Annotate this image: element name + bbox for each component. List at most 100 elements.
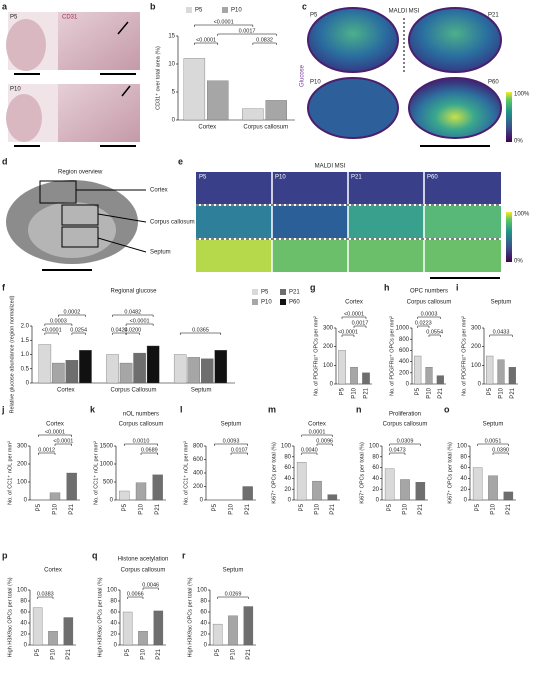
significance-bracket <box>417 316 441 319</box>
y-tick-label: 400 <box>193 471 204 477</box>
colorbar <box>506 92 512 142</box>
significance-bracket <box>252 42 277 45</box>
y-tick-label: 1500 <box>100 444 114 450</box>
y-tick-label: 40 <box>284 476 291 482</box>
method-label: MALDI MSI <box>315 164 346 170</box>
significance-bracket <box>37 596 54 599</box>
x-tick-label: P5 <box>487 387 493 395</box>
y-tick-label: 20 <box>372 487 379 493</box>
significance-bracket <box>217 596 249 599</box>
p-value: 0.0003 <box>50 318 67 324</box>
divider <box>271 172 425 272</box>
x-tick-label: P10 <box>427 387 433 398</box>
age-label: P10 <box>10 87 21 93</box>
significance-bracket <box>341 334 355 337</box>
panel-letter: e <box>178 156 183 166</box>
y-tick-label: 2.0 <box>21 324 30 330</box>
micrograph <box>6 94 42 142</box>
x-tick-label: P21 <box>69 503 75 514</box>
legend-label: P10 <box>261 300 272 306</box>
micrograph <box>58 12 140 70</box>
significance-bracket <box>217 33 277 36</box>
bar <box>242 486 253 501</box>
y-tick-label: 200 <box>471 344 482 350</box>
significance-bracket <box>492 452 509 455</box>
p-value: <0.0001 <box>130 318 150 324</box>
p-value: <0.0001 <box>42 327 62 333</box>
colorbar-max: 100% <box>514 92 530 98</box>
significance-bracket <box>38 434 72 437</box>
y-axis-label: Ki67⁺ OPCs per total (%) <box>446 442 453 504</box>
significance-bracket <box>44 332 59 335</box>
significance-bracket <box>301 434 333 437</box>
x-tick-label: P5 <box>36 503 42 511</box>
y-tick-label: 100 <box>107 588 118 594</box>
bar <box>38 344 52 384</box>
y-tick-label: 40 <box>460 476 467 482</box>
significance-bracket <box>489 334 513 337</box>
p-value: 0.0093 <box>223 438 240 444</box>
p-value: 0.0689 <box>141 447 158 453</box>
x-tick-label: P21 <box>506 503 512 514</box>
bar <box>312 480 322 501</box>
y-tick-label: 60 <box>460 465 467 471</box>
y-axis-label: No. of PDGFRα⁺ OPCs per mm² <box>460 316 467 396</box>
y-tick-label: 60 <box>284 465 291 471</box>
region-box <box>61 226 99 248</box>
y-tick-label: 80 <box>20 599 27 605</box>
y-tick-label: 100 <box>323 363 334 369</box>
y-tick-label: 0 <box>114 643 118 649</box>
y-tick-label: 600 <box>193 457 204 463</box>
significance-bracket <box>389 443 421 446</box>
significance-bracket <box>389 452 406 455</box>
panel-letter: a <box>2 1 8 11</box>
significance-bracket <box>341 316 367 319</box>
p-value: 0.0424 <box>111 327 128 333</box>
significance-bracket <box>140 452 158 455</box>
p-value: 0.0001 <box>309 429 326 435</box>
y-tick-label: 40 <box>20 621 27 627</box>
chart-title: Septum <box>221 422 242 428</box>
y-tick-label: 100 <box>197 588 208 594</box>
bar <box>49 492 61 501</box>
x-tick-label: Cortex <box>198 125 216 131</box>
y-axis-label: Ki67⁺ OPCs per total (%) <box>270 442 277 504</box>
panel-e: e MALDI MSI P5 P10 P21 P60 100% 0% <box>178 156 530 279</box>
y-tick-label: 20 <box>110 632 117 638</box>
bar <box>187 357 200 384</box>
x-tick-label: P5 <box>340 387 346 395</box>
significance-bracket <box>179 332 222 335</box>
p-value: 0.0223 <box>415 320 432 326</box>
legend-label: P10 <box>231 8 242 14</box>
bar <box>135 482 147 501</box>
region-label: Septum <box>150 250 171 256</box>
p-value: 0.0269 <box>225 591 242 597</box>
p-value: 0.0254 <box>70 327 87 333</box>
brain-section <box>28 202 116 258</box>
y-tick-label: 500 <box>103 480 114 486</box>
chart-title: Cortex <box>46 422 64 428</box>
significance-bracket <box>125 323 154 326</box>
y-tick-label: 100 <box>369 444 380 450</box>
legend-swatch <box>252 289 258 295</box>
panel-letter: g <box>310 282 316 292</box>
age-label: P60 <box>488 80 499 86</box>
age-label: P10 <box>275 175 286 181</box>
y-tick-label: 1.0 <box>21 352 30 358</box>
micrograph <box>58 84 140 142</box>
bar <box>153 610 164 646</box>
p-value: 0.0365 <box>192 327 209 333</box>
panel-letter: m <box>268 404 276 414</box>
p-value: <0.0001 <box>45 429 65 435</box>
panel-letter: j <box>1 404 5 414</box>
y-tick-label: 0 <box>26 381 30 387</box>
p-value: 0.0832 <box>256 37 273 43</box>
bar <box>66 472 77 501</box>
bar <box>152 474 163 501</box>
bar <box>119 490 130 501</box>
bar <box>173 354 187 384</box>
y-tick-label: 80 <box>110 599 117 605</box>
significance-bracket <box>44 323 73 326</box>
p-value: 0.0017 <box>239 28 256 34</box>
bar <box>327 494 338 501</box>
